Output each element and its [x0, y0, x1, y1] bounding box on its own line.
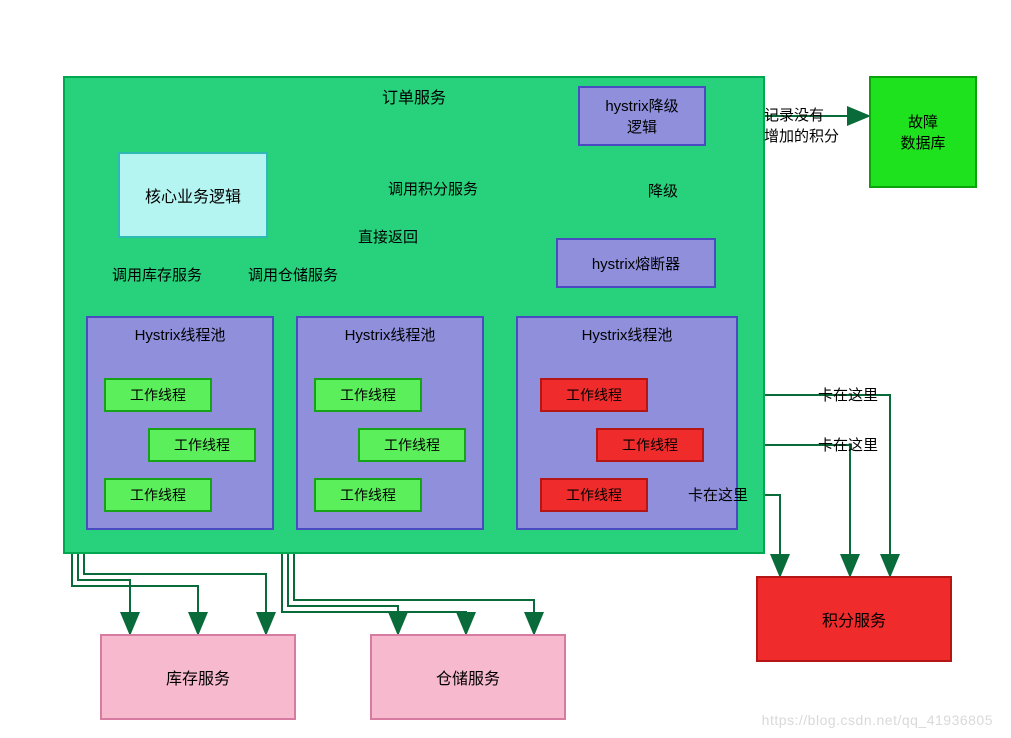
- edge-label-l_st2: 卡在这里: [818, 434, 878, 455]
- edge-label-l_ret: 直接返回: [358, 226, 418, 247]
- node-p2t3: 工作线程: [314, 478, 422, 512]
- node-breaker: hystrix熔断器: [556, 238, 716, 288]
- node-inventory: 库存服务: [100, 634, 296, 720]
- node-p3t3: 工作线程: [540, 478, 648, 512]
- node-core: 核心业务逻辑: [118, 152, 268, 238]
- node-p1t2: 工作线程: [148, 428, 256, 462]
- edge-label-l_st1: 卡在这里: [818, 384, 878, 405]
- edge-label-l_st3: 卡在这里: [688, 484, 748, 505]
- edge-label-l_wh: 调用仓储服务: [248, 264, 338, 285]
- node-points: 积分服务: [756, 576, 952, 662]
- diagram-canvas: https://blog.csdn.net/qq_41936805 订单服务核心…: [0, 0, 1011, 738]
- edge-label-l_rec: 记录没有 增加的积分: [764, 104, 839, 146]
- node-p2t1: 工作线程: [314, 378, 422, 412]
- node-faultdb: 故障 数据库: [869, 76, 977, 188]
- node-warehouse: 仓储服务: [370, 634, 566, 720]
- node-p3t2: 工作线程: [596, 428, 704, 462]
- node-p1t1: 工作线程: [104, 378, 212, 412]
- node-fallback: hystrix降级 逻辑: [578, 86, 706, 146]
- edge-label-l_degr: 降级: [648, 180, 678, 201]
- edge-label-l_pts: 调用积分服务: [388, 178, 478, 199]
- node-p3t1: 工作线程: [540, 378, 648, 412]
- edge-label-l_inv: 调用库存服务: [112, 264, 202, 285]
- node-p2t2: 工作线程: [358, 428, 466, 462]
- watermark: https://blog.csdn.net/qq_41936805: [762, 712, 993, 728]
- node-p1t3: 工作线程: [104, 478, 212, 512]
